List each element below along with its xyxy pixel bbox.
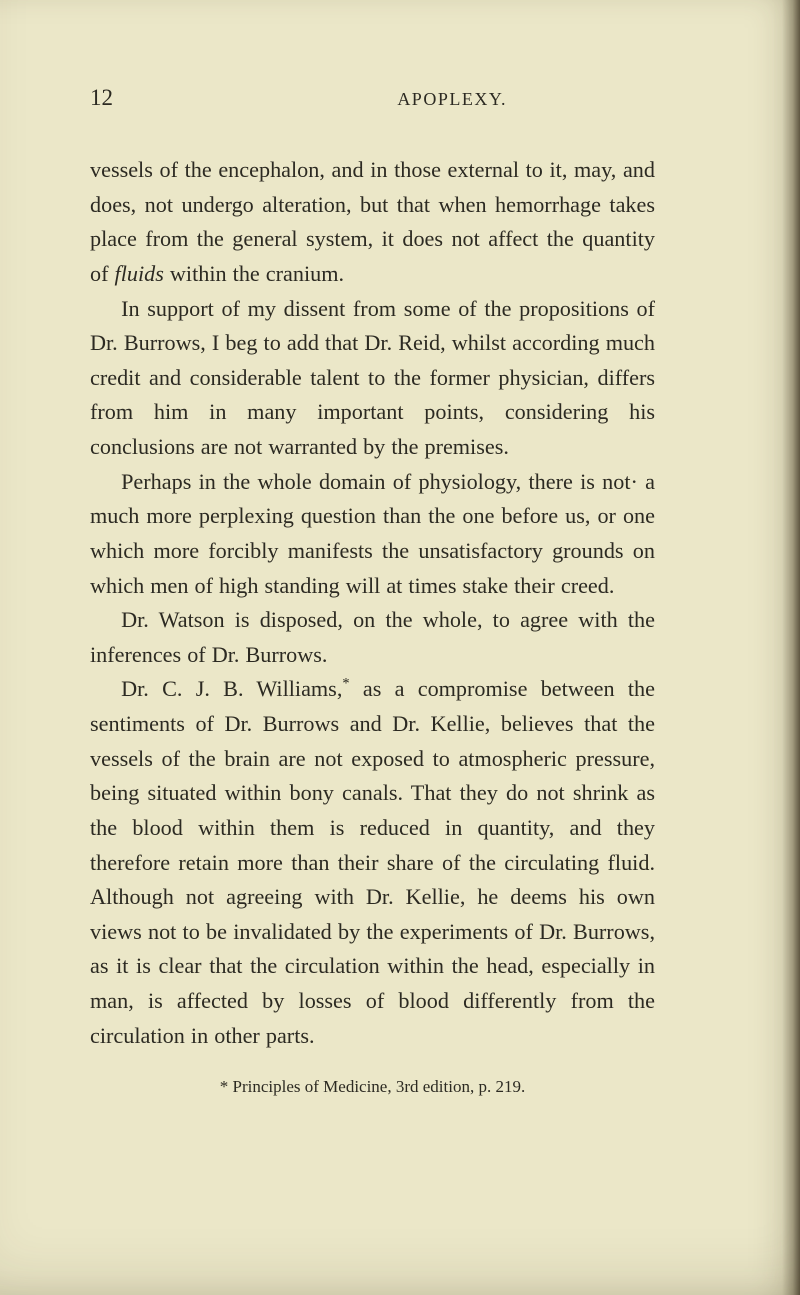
- p5-text-b: as a compromise between the sentiments o…: [90, 676, 655, 1047]
- p5-text-a: Dr. C. J. B. Williams,: [121, 676, 342, 701]
- paragraph-5: Dr. C. J. B. Williams,* as a compromise …: [90, 672, 655, 1053]
- page-header: 12 APOPLEXY.: [90, 85, 655, 111]
- body-text: vessels of the encephalon, and in those …: [90, 153, 655, 1053]
- footnote: * Principles of Medicine, 3rd edition, p…: [90, 1077, 655, 1097]
- running-title: APOPLEXY.: [397, 89, 507, 110]
- paragraph-1: vessels of the encephalon, and in those …: [90, 153, 655, 292]
- footnote-text: Principles of Medicine, 3rd edition, p. …: [228, 1077, 525, 1096]
- paragraph-4: Dr. Watson is disposed, on the whole, to…: [90, 603, 655, 672]
- p1-italic: fluids: [115, 261, 164, 286]
- footnote-marker: *: [220, 1077, 229, 1096]
- paragraph-3: Perhaps in the whole domain of physiolog…: [90, 465, 655, 604]
- page-edge-shadow: [782, 0, 800, 1295]
- footnote-marker-inline: *: [342, 676, 349, 692]
- paragraph-2: In support of my dissent from some of th…: [90, 292, 655, 465]
- page-number: 12: [90, 85, 113, 111]
- page-content: 12 APOPLEXY. vessels of the encephalon, …: [90, 85, 655, 1097]
- p1-text-b: within the cranium.: [164, 261, 344, 286]
